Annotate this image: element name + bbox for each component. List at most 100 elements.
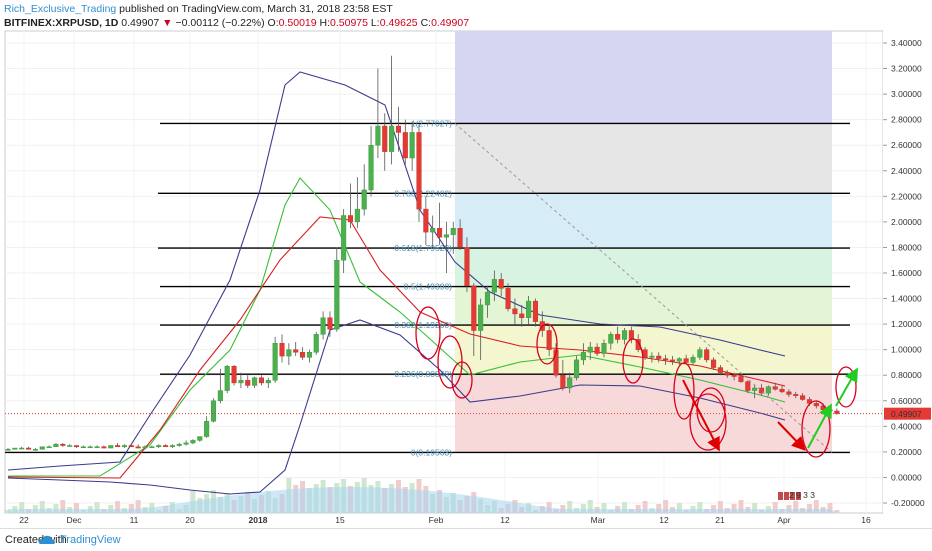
candle <box>286 349 292 357</box>
y-tick-label: 2.40000 <box>891 166 922 176</box>
volume-bar <box>53 504 59 513</box>
candle <box>813 403 819 407</box>
candle <box>526 300 532 318</box>
event-flags <box>778 492 801 500</box>
candle <box>87 446 93 449</box>
candle <box>765 386 771 394</box>
candle <box>183 442 189 445</box>
candle <box>704 349 710 361</box>
candle <box>334 259 340 330</box>
annotation-circle <box>451 361 473 399</box>
candle <box>39 446 45 450</box>
candle <box>409 132 415 159</box>
candle <box>615 334 621 340</box>
event-flag <box>784 492 789 500</box>
volume-bar <box>567 501 573 513</box>
annotation-circle <box>801 400 831 458</box>
fib-level-label: 0.236(0.80848) <box>394 369 452 379</box>
candle <box>656 355 662 359</box>
candle <box>382 125 388 152</box>
candle <box>5 449 11 451</box>
volume-bar <box>642 501 648 513</box>
high-label: H: <box>319 17 331 29</box>
price-chart[interactable]: 1(2.77027) 0.786(2.22402) 0.618(1.79520) 0.… <box>0 30 932 528</box>
volume-bar <box>19 502 25 513</box>
annotation-circle <box>696 387 726 433</box>
candle <box>546 330 552 350</box>
symbol-name[interactable]: BITFINEX:XRPUSD, 1D <box>4 17 119 29</box>
volume-bar <box>94 502 100 513</box>
candle <box>354 208 360 223</box>
y-tick-label: 2.80000 <box>891 115 922 125</box>
candle <box>121 445 128 448</box>
y-tick-label: 0.80000 <box>891 370 922 380</box>
candle <box>135 446 141 449</box>
candle <box>745 381 751 391</box>
candle <box>587 346 593 353</box>
x-tick-label: Mar <box>591 515 606 525</box>
volume-bar <box>601 503 607 513</box>
candle <box>711 359 717 368</box>
last-price-badge <box>884 407 931 420</box>
volume-bar <box>772 502 778 513</box>
candle <box>471 285 477 331</box>
candle <box>580 351 586 361</box>
candle <box>169 445 175 448</box>
candle <box>252 377 258 386</box>
candle <box>26 447 32 450</box>
candle <box>293 349 299 353</box>
candle <box>46 446 52 449</box>
x-tick-label: 20 <box>185 515 195 525</box>
volume-bar <box>813 500 819 513</box>
candle <box>443 234 449 238</box>
candle <box>12 447 18 450</box>
candle <box>697 349 703 358</box>
candle <box>279 343 285 357</box>
annotation-circle <box>415 306 441 360</box>
up-arrow <box>835 367 858 407</box>
event-label: 2 9 3 3 <box>789 490 815 500</box>
candle <box>779 389 785 393</box>
candle <box>327 317 333 330</box>
candle <box>19 447 25 450</box>
candle <box>478 304 484 331</box>
candle <box>313 334 319 353</box>
candle <box>498 279 504 289</box>
y-tick-label: 1.20000 <box>891 319 922 329</box>
candle <box>642 349 648 358</box>
x-tick-label: 16 <box>861 515 871 525</box>
candle <box>758 387 765 394</box>
tradingview-link[interactable]: TradingView <box>60 534 121 546</box>
candle <box>389 125 395 152</box>
volume-bar <box>580 504 586 513</box>
up-arrow <box>807 403 832 449</box>
volume-bar <box>135 500 141 513</box>
candle <box>272 343 278 381</box>
candle <box>450 228 456 235</box>
candle <box>772 386 778 390</box>
author-link[interactable]: Rich_Exclusive_Trading <box>4 3 117 15</box>
fib-level-label: 0.786(2.22402) <box>394 188 452 198</box>
candle <box>108 445 114 449</box>
y-tick-label: 3.40000 <box>891 38 922 48</box>
volume-bar <box>752 503 758 513</box>
volume-bar <box>806 504 812 513</box>
candle <box>128 445 134 448</box>
last-value: 0.49907 <box>121 17 160 29</box>
candle <box>402 132 408 159</box>
candle <box>560 374 566 389</box>
x-tick-label: Dec <box>66 515 82 525</box>
fib-trend-line <box>454 123 833 453</box>
candle <box>567 377 573 389</box>
fib-zone <box>455 286 832 326</box>
candle <box>101 446 107 449</box>
candle <box>32 449 38 451</box>
volume-bar <box>827 503 833 513</box>
candle <box>115 445 121 448</box>
volume-bar <box>74 503 79 513</box>
footer: Created with TradingView <box>0 528 932 551</box>
down-arrow <box>777 421 806 451</box>
price-axis <box>883 31 932 513</box>
annotation-circle <box>673 362 695 420</box>
candle <box>375 125 381 146</box>
